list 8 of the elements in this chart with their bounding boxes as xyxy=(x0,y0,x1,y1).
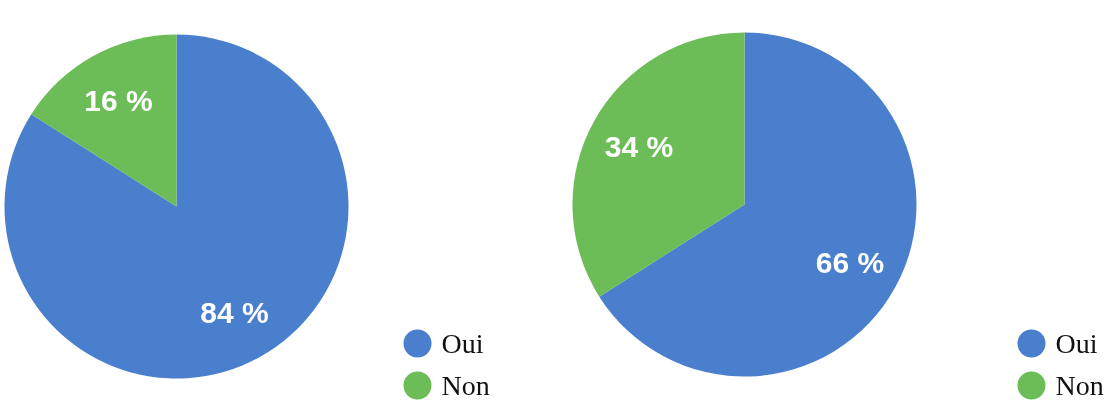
data-label: 34 % xyxy=(604,130,674,163)
data-label: 66 % xyxy=(815,246,885,279)
legend-label: Non xyxy=(441,370,490,401)
legend-label: Oui xyxy=(441,328,484,359)
data-label: 16 % xyxy=(84,84,153,118)
legend-label: Non xyxy=(1055,370,1104,401)
legend-label: Oui xyxy=(1055,328,1098,359)
data-label: 84 % xyxy=(200,295,269,329)
